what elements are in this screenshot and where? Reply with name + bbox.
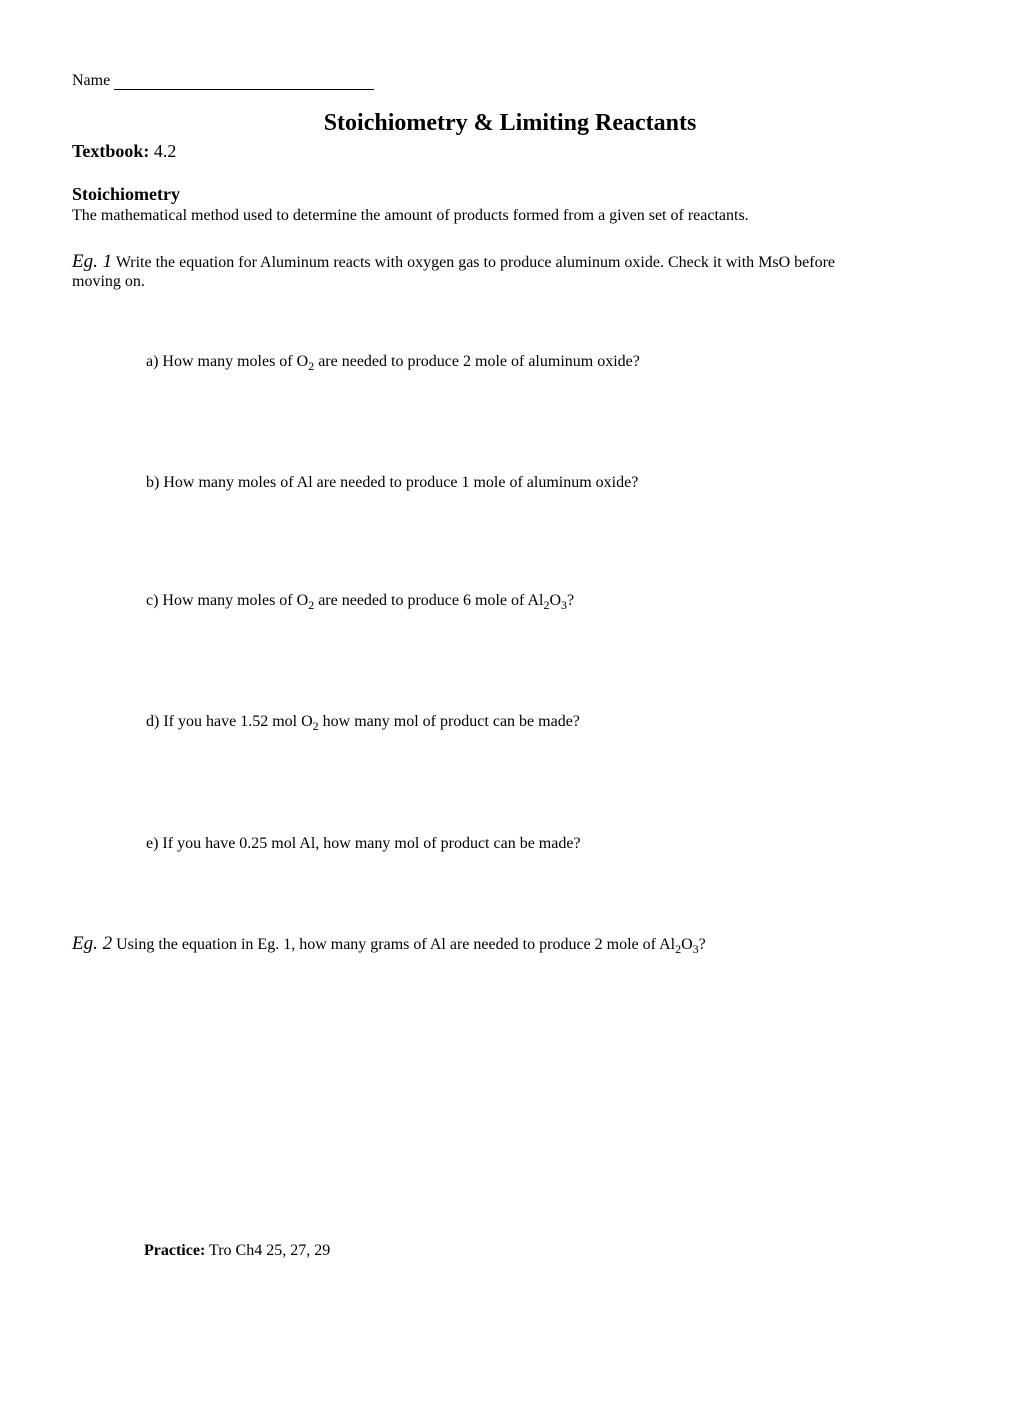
eg1-text-suffix: moving on. (72, 273, 145, 290)
section-heading: Stoichiometry (72, 184, 948, 205)
qc-mid2: O (549, 592, 561, 609)
textbook-value: 4.2 (149, 141, 176, 161)
qc-suffix: ? (567, 592, 574, 609)
practice-label: Practice: (144, 1242, 205, 1259)
practice-reference: Practice: Tro Ch4 25, 27, 29 (144, 1242, 330, 1260)
qc-mid: are needed to produce 6 mole of Al (314, 592, 543, 609)
question-b: b) How many moles of Al are needed to pr… (146, 474, 948, 492)
qd-suffix: how many mol of product can be made? (319, 713, 580, 730)
page-container: Name Stoichiometry & Limiting Reactants … (72, 72, 948, 1332)
example-1: Eg. 1 Write the equation for Aluminum re… (72, 251, 948, 291)
textbook-reference: Textbook: 4.2 (72, 141, 948, 162)
question-c: c) How many moles of O2 are needed to pr… (146, 592, 948, 613)
eg2-mid: O (681, 936, 693, 953)
name-row: Name (72, 72, 948, 90)
example-2: Eg. 2 Using the equation in Eg. 1, how m… (72, 933, 948, 957)
qa-prefix: a) How many moles of O (146, 353, 308, 370)
eg2-suffix: ? (699, 936, 706, 953)
question-a: a) How many moles of O2 are needed to pr… (146, 353, 948, 374)
eg1-text-prefix: Write the equation for Aluminum reacts w… (112, 254, 835, 271)
qe-text: e) If you have 0.25 mol Al, how many mol… (146, 835, 581, 852)
eg2-prefix: Using the equation in Eg. 1, how many gr… (112, 936, 675, 953)
qc-prefix: c) How many moles of O (146, 592, 308, 609)
section-description: The mathematical method used to determin… (72, 207, 948, 225)
qd-prefix: d) If you have 1.52 mol O (146, 713, 313, 730)
name-label: Name (72, 72, 110, 89)
eg1-label: Eg. 1 (72, 251, 112, 272)
question-e: e) If you have 0.25 mol Al, how many mol… (146, 835, 948, 853)
question-d: d) If you have 1.52 mol O2 how many mol … (146, 713, 948, 734)
qb-text: b) How many moles of Al are needed to pr… (146, 474, 638, 491)
name-input-line[interactable] (114, 89, 374, 90)
eg2-label: Eg. 2 (72, 933, 112, 954)
textbook-label: Textbook: (72, 141, 149, 161)
practice-value: Tro Ch4 25, 27, 29 (205, 1242, 330, 1259)
qa-suffix: are needed to produce 2 mole of aluminum… (314, 353, 640, 370)
page-title: Stoichiometry & Limiting Reactants (72, 110, 948, 137)
